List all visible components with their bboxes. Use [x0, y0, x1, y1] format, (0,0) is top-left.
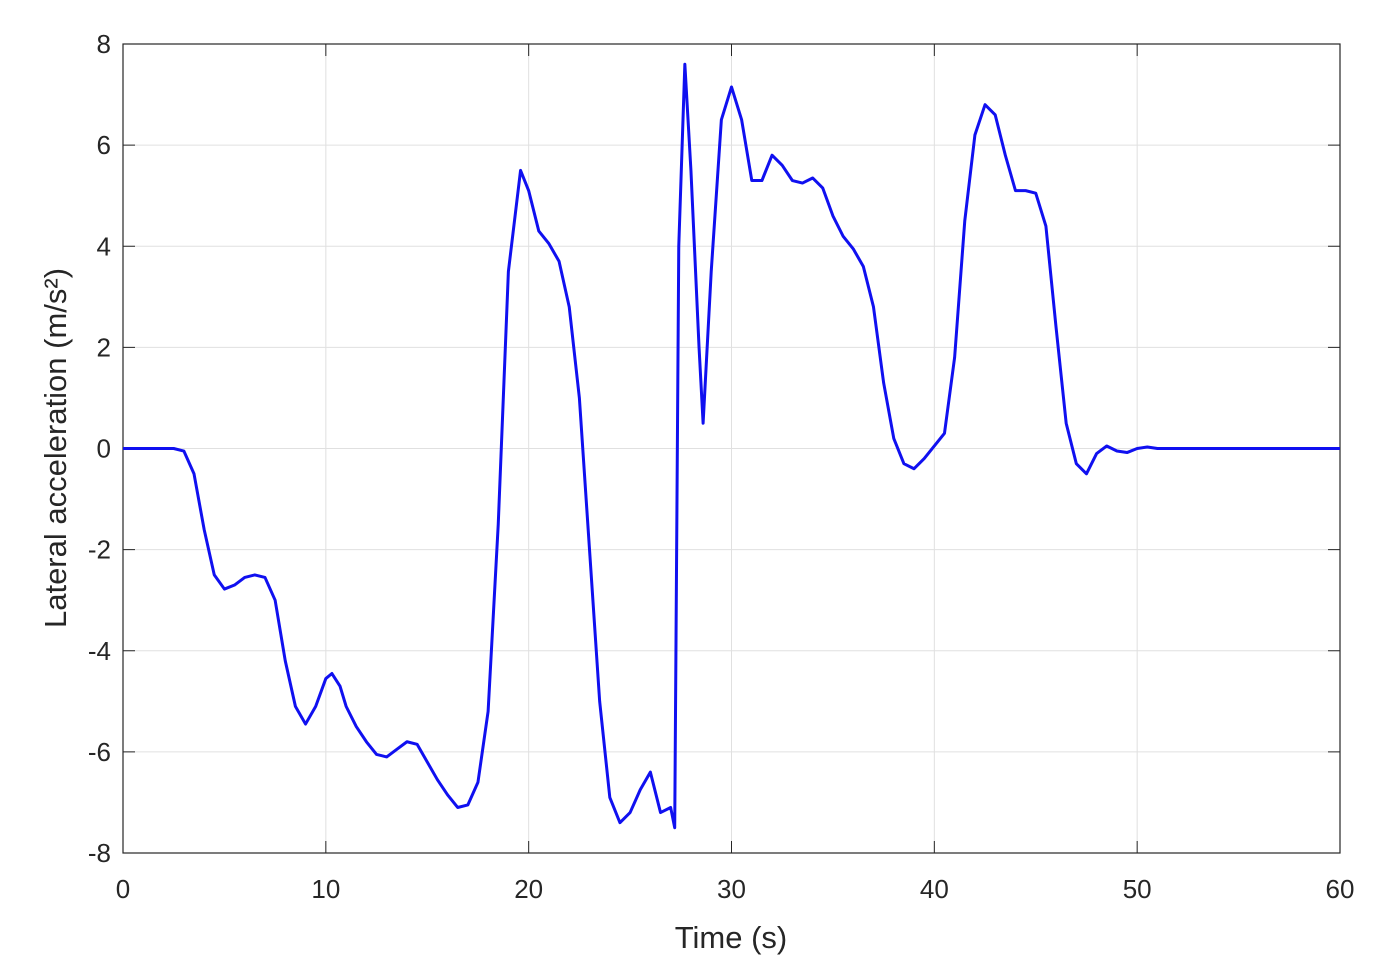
y-tick-label: 8 — [97, 29, 111, 59]
x-tick-label: 30 — [717, 874, 746, 904]
data-line — [123, 62, 1340, 830]
x-tick-label: 10 — [311, 874, 340, 904]
x-tick-label: 0 — [116, 874, 130, 904]
x-tick-label: 40 — [920, 874, 949, 904]
y-tick-label: -4 — [88, 636, 111, 666]
x-tick-label: 60 — [1326, 874, 1355, 904]
y-tick-label: -6 — [88, 737, 111, 767]
y-tick-label: 0 — [97, 434, 111, 464]
y-axis-label: Lateral acceleration (m/s²) — [38, 268, 73, 628]
x-tick-label: 20 — [514, 874, 543, 904]
y-tick-label: 2 — [97, 332, 111, 362]
y-tick-label: -2 — [88, 535, 111, 565]
x-tick-label: 50 — [1123, 874, 1152, 904]
y-tick-label: 4 — [97, 231, 111, 261]
y-tick-label: -8 — [88, 838, 111, 868]
x-axis-label: Time (s) — [675, 920, 788, 955]
y-tick-label: 6 — [97, 130, 111, 160]
